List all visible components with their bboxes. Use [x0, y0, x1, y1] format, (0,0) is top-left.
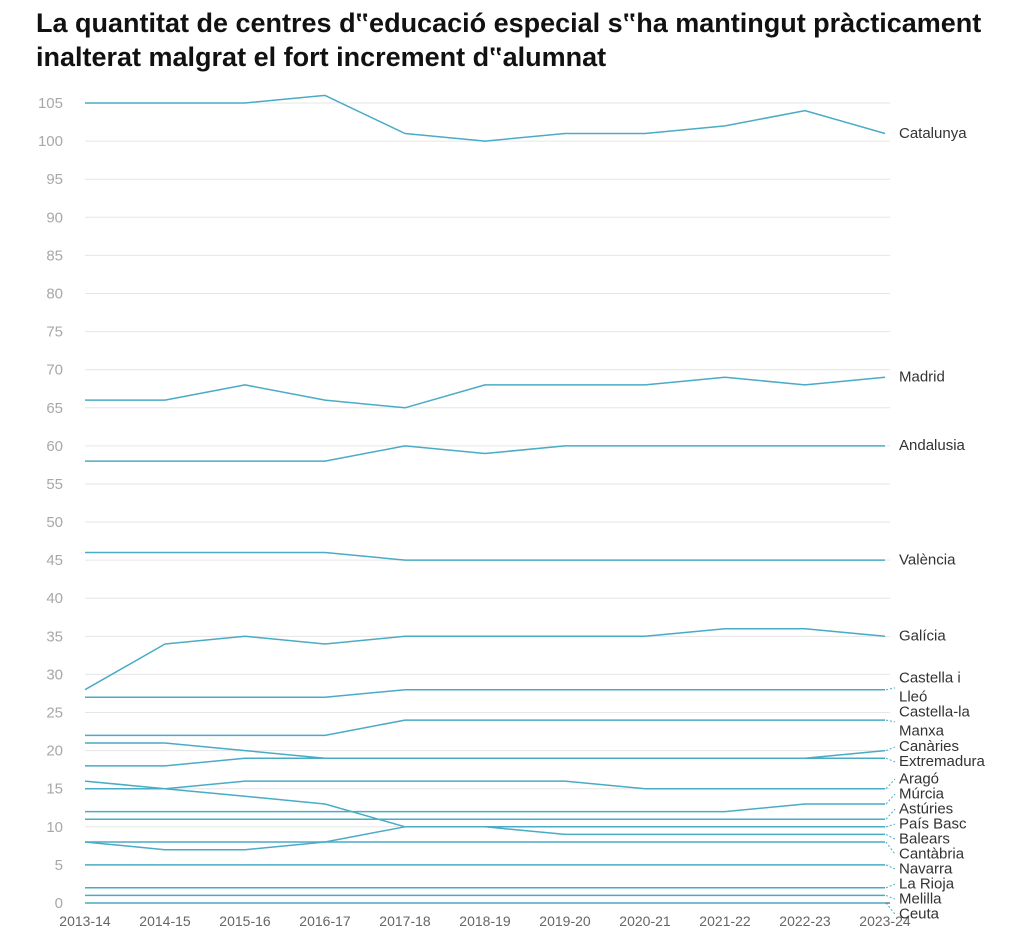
y-tick-label: 100: [38, 133, 63, 150]
y-tick-label: 80: [46, 285, 63, 302]
label-leader: [885, 883, 896, 889]
series-label: Catalunya: [899, 125, 967, 142]
series-line-14: [84, 841, 885, 851]
series-label: Extremadura: [899, 753, 986, 770]
series-label: Aragó: [899, 770, 939, 787]
x-tick-label: 2021-22: [699, 913, 751, 929]
y-tick-label: 60: [46, 438, 63, 455]
y-tick-label: 20: [46, 743, 63, 760]
series-line-1: [85, 376, 886, 409]
y-tick-label: 85: [46, 247, 63, 264]
series-lines: [84, 94, 886, 904]
label-leader: [885, 823, 896, 828]
y-tick-label: 40: [46, 590, 63, 607]
series-line-0: [85, 94, 886, 142]
y-tick-label: 5: [55, 857, 63, 874]
series-labels: Catalunya Madrid Andalusia València Galícia C…: [885, 125, 986, 922]
y-tick-label: 50: [46, 514, 63, 531]
series-label: Madrid: [899, 369, 945, 386]
series-line-10: [85, 803, 885, 813]
series-label: Castella i: [899, 670, 961, 687]
series-label: Andalusia: [899, 437, 966, 454]
series-label: Lleó: [899, 689, 927, 706]
series-line-2: [85, 445, 885, 462]
series-label: Múrcia: [899, 785, 945, 802]
series-label: Navarra: [899, 860, 953, 877]
y-tick-label: 25: [46, 705, 63, 722]
series-line-9: [85, 780, 885, 790]
x-tick-label: 2013-14: [59, 913, 111, 929]
y-tick-label: 65: [46, 400, 63, 417]
gridlines: [85, 102, 890, 904]
x-tick-label: 2016-17: [299, 913, 351, 929]
series-line-3: [85, 551, 885, 561]
x-tick-label: 2014-15: [139, 913, 191, 929]
y-axis-ticks: 0 5 10 15 20 25 30 35 40 45 50 55 60 65 70 75 80 85 90 95 10…: [38, 95, 63, 912]
y-tick-label: 105: [38, 95, 63, 112]
series-label: Ceuta: [899, 905, 940, 922]
label-leader: [885, 746, 896, 752]
series-label: València: [899, 552, 956, 569]
series-label: Astúries: [899, 800, 953, 817]
label-leader: [885, 719, 896, 723]
series-label: Melilla: [899, 890, 942, 907]
series-line-6: [85, 719, 885, 737]
y-tick-label: 95: [46, 171, 63, 188]
series-label: País Basc: [899, 815, 967, 832]
series-line-4: [84, 627, 886, 691]
x-tick-label: 2015-16: [219, 913, 271, 929]
series-label: Canàries: [899, 738, 959, 755]
y-tick-label: 55: [46, 476, 63, 493]
series-label: La Rioja: [899, 875, 955, 892]
series-label: Balears: [899, 830, 950, 847]
label-leader: [885, 808, 896, 820]
chart-title: La quantitat de centres d‟educació espec…: [36, 8, 982, 72]
y-tick-label: 35: [46, 628, 63, 645]
series-label: Cantàbria: [899, 845, 965, 862]
label-leader: [885, 864, 896, 870]
series-label: Galícia: [899, 628, 946, 645]
series-line-5: [85, 688, 885, 699]
y-tick-label: 75: [46, 324, 63, 341]
x-tick-label: 2022-23: [779, 913, 831, 929]
series-line-13: [85, 826, 885, 843]
series-line-8: [85, 742, 885, 759]
label-leader: [885, 841, 896, 855]
y-tick-label: 30: [46, 666, 63, 683]
y-tick-label: 10: [46, 819, 63, 836]
series-label: Manxa: [899, 723, 945, 740]
label-leader: [885, 757, 896, 763]
x-tick-label: 2019-20: [539, 913, 591, 929]
label-leader: [885, 833, 896, 840]
label-leader: [885, 687, 896, 691]
series-label: Castella-la: [899, 704, 971, 721]
y-tick-label: 70: [46, 362, 63, 379]
y-tick-label: 90: [46, 209, 63, 226]
y-tick-label: 45: [46, 552, 63, 569]
x-axis-ticks: 2013-14 2014-15 2015-16 2016-17 2017-18 2018-…: [59, 913, 911, 929]
label-leader: [885, 778, 896, 790]
x-tick-label: 2020-21: [619, 913, 671, 929]
x-tick-label: 2018-19: [459, 913, 511, 929]
label-leader: [885, 793, 896, 805]
y-tick-label: 15: [46, 781, 63, 798]
x-tick-label: 2017-18: [379, 913, 431, 929]
label-leader: [885, 894, 896, 900]
x-tick-label: 2023-24: [859, 913, 911, 929]
y-tick-label: 0: [55, 895, 63, 912]
